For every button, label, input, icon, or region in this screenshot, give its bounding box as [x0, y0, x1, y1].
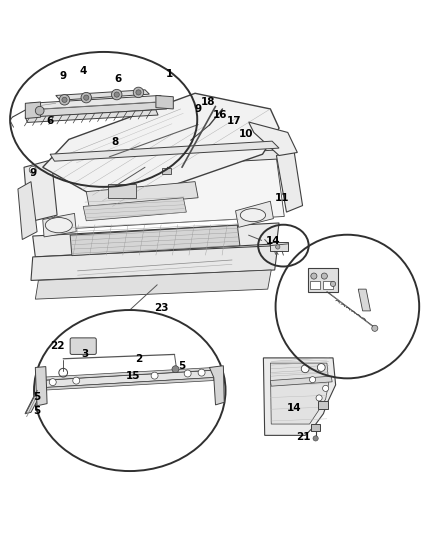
Bar — [318, 401, 328, 409]
Bar — [162, 168, 171, 174]
Circle shape — [62, 97, 67, 102]
Text: 15: 15 — [126, 371, 140, 381]
Polygon shape — [18, 182, 37, 239]
Circle shape — [35, 107, 44, 115]
Polygon shape — [25, 110, 158, 123]
Circle shape — [114, 92, 119, 97]
Text: 14: 14 — [266, 236, 281, 246]
Polygon shape — [33, 223, 279, 257]
Circle shape — [322, 385, 328, 391]
Polygon shape — [43, 93, 279, 206]
Polygon shape — [37, 367, 214, 381]
Text: 8: 8 — [112, 138, 119, 148]
Bar — [308, 268, 338, 292]
Polygon shape — [44, 150, 286, 172]
Circle shape — [81, 92, 92, 103]
Text: 9: 9 — [29, 168, 36, 178]
Text: 14: 14 — [286, 403, 301, 413]
Text: 21: 21 — [297, 432, 311, 442]
Polygon shape — [70, 225, 240, 256]
Text: 17: 17 — [226, 116, 241, 126]
Circle shape — [311, 273, 317, 279]
Polygon shape — [249, 122, 297, 156]
Polygon shape — [30, 95, 169, 110]
Text: 10: 10 — [239, 129, 253, 139]
Polygon shape — [209, 366, 224, 405]
Circle shape — [172, 366, 179, 373]
Text: 16: 16 — [212, 110, 227, 120]
Text: 5: 5 — [178, 361, 186, 371]
Polygon shape — [56, 90, 149, 100]
Polygon shape — [25, 102, 41, 118]
Polygon shape — [43, 213, 76, 237]
Polygon shape — [83, 198, 186, 221]
Polygon shape — [35, 270, 271, 299]
Text: 22: 22 — [50, 341, 64, 351]
Circle shape — [321, 273, 327, 279]
Bar — [323, 281, 333, 289]
Polygon shape — [51, 158, 284, 230]
Circle shape — [318, 364, 325, 372]
Circle shape — [151, 372, 158, 379]
Polygon shape — [30, 102, 167, 117]
Text: 2: 2 — [135, 354, 142, 364]
Ellipse shape — [240, 208, 265, 222]
Polygon shape — [270, 376, 332, 386]
Bar — [311, 281, 320, 289]
Text: 11: 11 — [275, 193, 290, 203]
Polygon shape — [276, 150, 303, 212]
Circle shape — [112, 90, 122, 100]
Polygon shape — [37, 377, 214, 391]
Text: 3: 3 — [81, 349, 88, 359]
Circle shape — [372, 325, 378, 332]
Polygon shape — [35, 367, 47, 406]
FancyBboxPatch shape — [70, 338, 96, 354]
Circle shape — [316, 395, 322, 401]
Polygon shape — [86, 182, 198, 208]
Polygon shape — [31, 246, 278, 280]
Text: 5: 5 — [33, 392, 41, 402]
Text: 4: 4 — [80, 66, 87, 76]
Polygon shape — [25, 391, 43, 414]
Circle shape — [136, 90, 141, 95]
Text: 9: 9 — [194, 104, 201, 114]
Text: 9: 9 — [60, 71, 67, 81]
Circle shape — [84, 95, 89, 100]
Circle shape — [301, 365, 309, 373]
Circle shape — [198, 369, 205, 376]
Bar — [270, 241, 288, 251]
Text: 6: 6 — [114, 75, 122, 84]
Circle shape — [133, 87, 144, 98]
Polygon shape — [358, 289, 371, 311]
Bar — [108, 184, 136, 198]
Ellipse shape — [46, 217, 72, 233]
Text: 5: 5 — [33, 406, 41, 416]
Circle shape — [73, 377, 80, 384]
Polygon shape — [37, 370, 217, 388]
Circle shape — [29, 166, 36, 173]
Circle shape — [313, 436, 318, 441]
Circle shape — [276, 245, 280, 249]
Circle shape — [59, 94, 70, 105]
Text: 6: 6 — [46, 116, 54, 126]
Text: 18: 18 — [201, 97, 215, 107]
Bar — [311, 424, 320, 431]
Circle shape — [49, 378, 56, 385]
Circle shape — [184, 370, 191, 377]
Circle shape — [310, 377, 316, 383]
Text: 23: 23 — [154, 303, 169, 313]
Polygon shape — [24, 160, 57, 222]
Polygon shape — [263, 358, 336, 435]
Polygon shape — [50, 141, 279, 161]
Polygon shape — [156, 95, 173, 109]
Circle shape — [330, 281, 336, 287]
Text: 1: 1 — [165, 69, 173, 79]
Polygon shape — [236, 201, 273, 228]
Polygon shape — [270, 363, 328, 424]
